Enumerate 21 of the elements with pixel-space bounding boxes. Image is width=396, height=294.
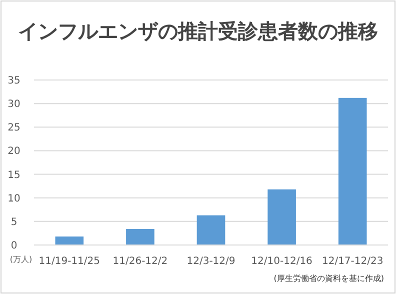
y-tick-label: 15	[8, 170, 20, 181]
y-tick-label: 25	[8, 122, 20, 134]
bar	[196, 215, 226, 245]
text: (厚生労働省の資料を基に作成)	[274, 274, 384, 283]
bar	[55, 236, 84, 245]
x-tick-label: 11/26-12/2	[112, 256, 168, 267]
y-axis-title: (万人)	[10, 255, 32, 264]
y-tick-label: 20	[8, 146, 20, 158]
x-tick-label: 12/3-12/9	[186, 256, 236, 267]
bar	[126, 228, 154, 245]
x-tick-label: 11/19-11/25	[38, 256, 100, 267]
bar	[268, 189, 296, 245]
y-tick-label: 5	[10, 216, 18, 228]
y-tick-label: 0	[10, 240, 18, 252]
y-tick-label: 30	[8, 99, 20, 110]
chart-title: インフルエンザの推計受診患者数の推移	[18, 19, 378, 43]
bar	[338, 98, 367, 245]
y-tick-label: 35	[8, 76, 20, 86]
x-tick-label: 12/17-12/23	[322, 256, 384, 267]
y-tick-label: 10	[8, 193, 20, 204]
x-tick-label: 12/10-12/16	[251, 256, 312, 267]
